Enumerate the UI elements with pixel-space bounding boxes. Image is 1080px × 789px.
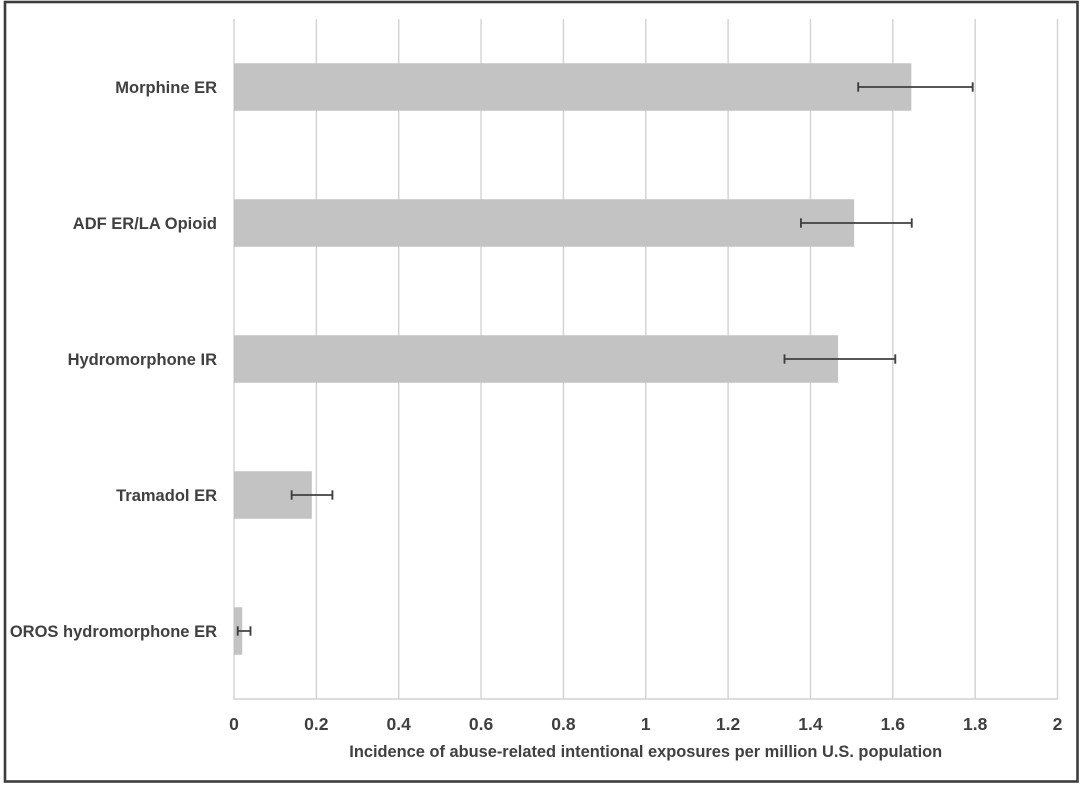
svg-text:Morphine ER: Morphine ER — [115, 79, 217, 97]
svg-text:1.4: 1.4 — [798, 714, 823, 734]
svg-text:2: 2 — [1053, 714, 1063, 734]
svg-text:0.8: 0.8 — [551, 714, 576, 734]
svg-text:0.4: 0.4 — [387, 714, 412, 734]
svg-text:Incidence of abuse-related int: Incidence of abuse-related intentional e… — [349, 743, 942, 761]
svg-text:1.8: 1.8 — [963, 714, 988, 734]
svg-text:Hydromorphone IR: Hydromorphone IR — [68, 351, 218, 369]
svg-text:OROS hydromorphone ER: OROS hydromorphone ER — [10, 623, 217, 641]
svg-text:1.6: 1.6 — [881, 714, 906, 734]
svg-text:1: 1 — [641, 714, 651, 734]
svg-text:ADF ER/LA Opioid: ADF ER/LA Opioid — [73, 215, 217, 233]
svg-text:0.6: 0.6 — [469, 714, 494, 734]
svg-text:Tramadol ER: Tramadol ER — [116, 487, 217, 505]
svg-text:0: 0 — [229, 714, 239, 734]
svg-text:0.2: 0.2 — [304, 714, 329, 734]
svg-text:1.2: 1.2 — [716, 714, 741, 734]
